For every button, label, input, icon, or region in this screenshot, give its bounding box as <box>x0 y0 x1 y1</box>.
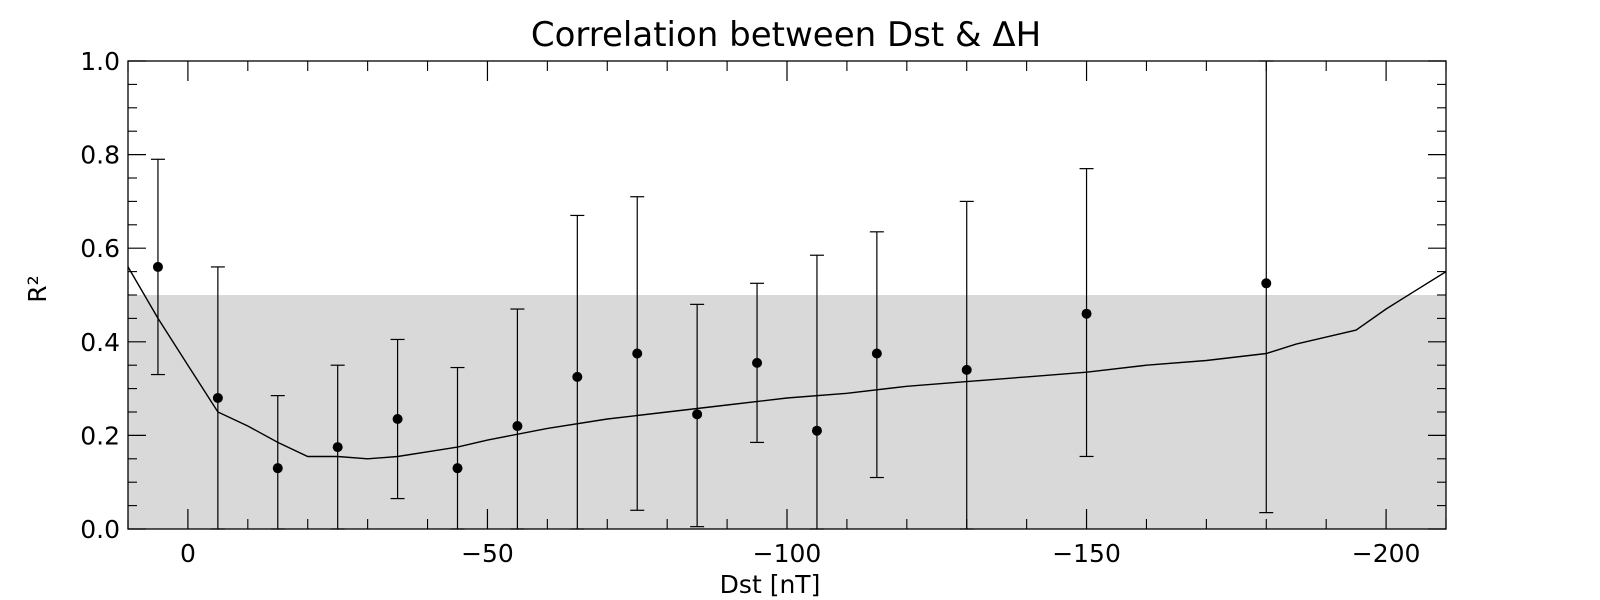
data-point <box>961 364 972 375</box>
data-point-group <box>1079 168 1094 458</box>
y-axis-label: R² <box>23 275 52 302</box>
y-tick-label: 1.0 <box>80 47 120 76</box>
data-point <box>392 414 403 425</box>
data-point <box>512 421 523 432</box>
x-tick-label: 0 <box>180 539 196 568</box>
data-point-group <box>390 338 405 500</box>
x-tick-label: −100 <box>753 539 822 568</box>
data-point-group <box>809 254 824 530</box>
y-tick-label: 0.0 <box>80 515 120 544</box>
data-point-group <box>630 196 645 511</box>
x-tick-label: −200 <box>1352 539 1421 568</box>
data-point <box>272 463 283 474</box>
x-axis-label: Dst [nT] <box>720 570 821 599</box>
y-tick-label: 0.8 <box>80 141 120 170</box>
data-point <box>152 261 163 272</box>
data-point <box>871 348 882 359</box>
data-point-group <box>150 158 165 376</box>
data-point <box>752 357 763 368</box>
chart-title: Correlation between Dst & ΔH <box>531 15 1041 55</box>
shaded-region <box>128 295 1446 529</box>
data-point-group <box>869 231 884 479</box>
data-point <box>1261 278 1272 289</box>
data-point-group <box>750 282 765 444</box>
y-tick-label: 0.4 <box>80 328 120 357</box>
data-point-group <box>510 308 525 530</box>
data-point <box>1081 308 1092 319</box>
x-tick-label: −50 <box>461 539 514 568</box>
data-point <box>811 425 822 436</box>
data-point <box>332 442 343 453</box>
axis-ticks-layer: 0.0 0.2 0.4 0.6 0.8 1.0 0 −50 −100 −150 −200 <box>80 47 1447 568</box>
data-point <box>212 392 223 403</box>
x-tick-label: −150 <box>1052 539 1121 568</box>
data-point-group <box>690 303 705 528</box>
data-point <box>572 371 583 382</box>
y-tick-label: 0.6 <box>80 234 120 263</box>
data-point <box>452 463 463 474</box>
data-point <box>692 409 703 420</box>
data-point <box>632 348 643 359</box>
y-tick-label: 0.2 <box>80 421 120 450</box>
